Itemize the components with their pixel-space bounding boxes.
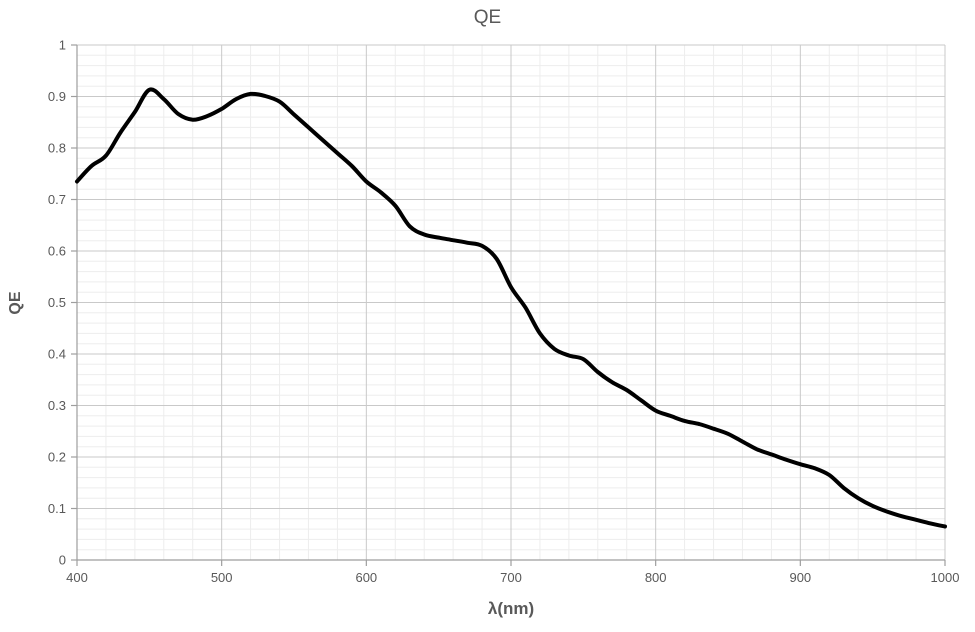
x-tick-label: 500	[211, 570, 233, 585]
y-tick-label: 0.3	[48, 398, 66, 413]
y-tick-label: 0.2	[48, 450, 66, 465]
x-axis-title: λ(nm)	[487, 599, 535, 618]
y-tick-label: 0.5	[48, 295, 66, 310]
x-tick-label: 700	[500, 570, 522, 585]
x-tick-label: 400	[66, 570, 88, 585]
x-tick-label: 900	[789, 570, 811, 585]
x-tick-label: 800	[645, 570, 667, 585]
y-tick-label: 0.9	[48, 89, 66, 104]
chart-title: QE	[473, 7, 502, 28]
y-tick-label: 0.7	[48, 192, 66, 207]
y-tick-label: 0.1	[48, 501, 66, 516]
qe-curve	[75, 87, 947, 529]
x-tick-label: 1000	[931, 570, 960, 585]
y-tick-label: 0.6	[48, 244, 66, 259]
y-tick-label: 1	[59, 38, 66, 53]
x-tick-label: 600	[355, 570, 377, 585]
y-tick-label: 0.4	[48, 347, 66, 362]
y-tick-label: 0	[59, 553, 66, 568]
y-axis-title: QE	[7, 291, 24, 315]
y-tick-label: 0.8	[48, 141, 66, 156]
